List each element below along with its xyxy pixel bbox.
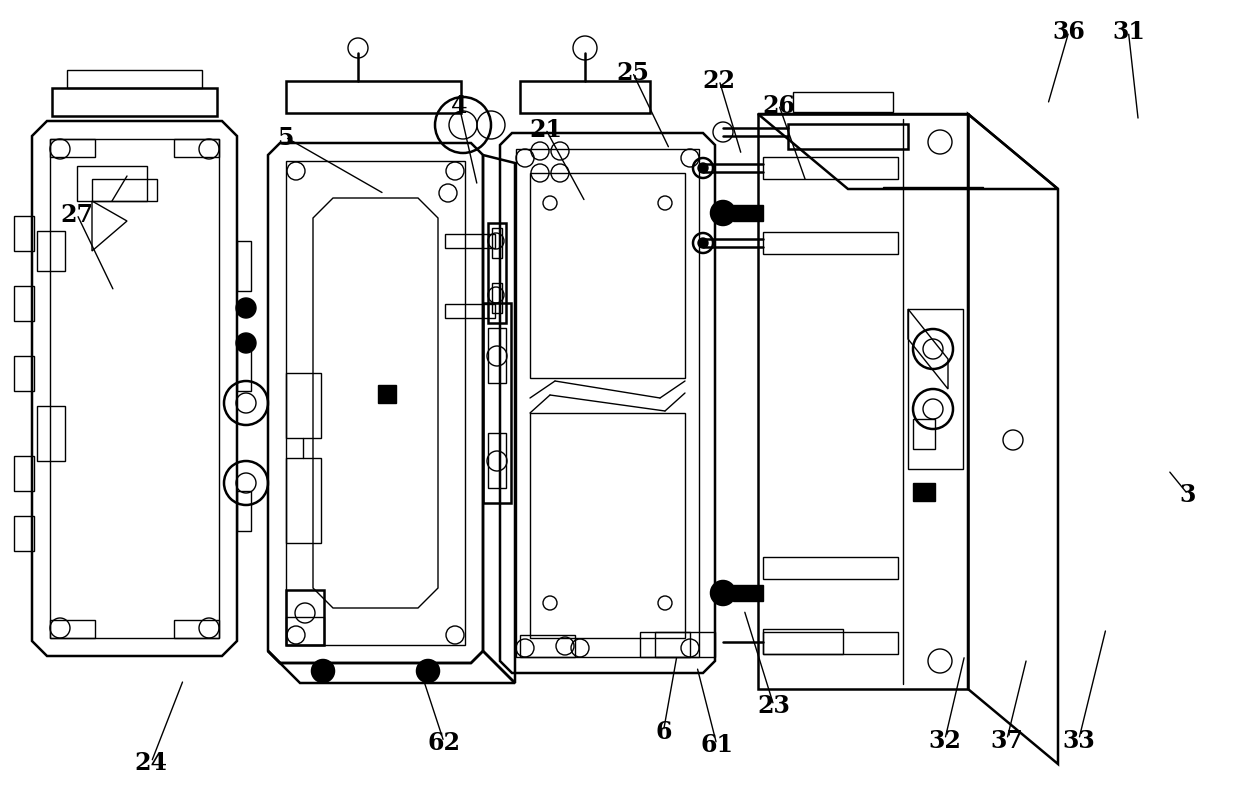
Text: 3: 3: [1179, 483, 1197, 507]
Bar: [908, 310, 963, 470]
Text: 25: 25: [616, 61, 649, 85]
Bar: [489, 328, 506, 384]
Bar: [14, 357, 33, 392]
Bar: [640, 633, 715, 657]
Bar: [529, 414, 684, 638]
Bar: [174, 139, 219, 158]
Bar: [286, 162, 465, 646]
Bar: [492, 229, 502, 259]
Bar: [758, 115, 968, 689]
Bar: [492, 284, 502, 314]
Text: 4: 4: [450, 93, 467, 118]
Bar: [14, 217, 33, 251]
Bar: [286, 82, 461, 114]
Bar: [484, 303, 511, 504]
Text: 22: 22: [703, 69, 735, 93]
Bar: [52, 89, 217, 117]
Text: 62: 62: [428, 730, 460, 754]
Text: 37: 37: [991, 727, 1023, 752]
Bar: [794, 93, 893, 113]
Circle shape: [698, 238, 708, 249]
Text: 26: 26: [763, 93, 795, 118]
Bar: [655, 633, 689, 657]
Bar: [14, 517, 33, 551]
Bar: [733, 206, 763, 221]
Text: 31: 31: [1112, 20, 1145, 45]
Bar: [77, 167, 148, 202]
Bar: [445, 305, 495, 319]
Bar: [733, 586, 763, 601]
Text: 32: 32: [929, 727, 961, 752]
Bar: [50, 620, 95, 638]
Bar: [174, 620, 219, 638]
Text: 33: 33: [1063, 727, 1095, 752]
Bar: [50, 139, 95, 158]
Bar: [489, 433, 506, 488]
Bar: [37, 406, 64, 461]
Circle shape: [711, 581, 735, 605]
Bar: [237, 491, 250, 531]
Bar: [489, 224, 506, 324]
Circle shape: [312, 660, 334, 682]
Bar: [286, 458, 321, 543]
Text: 23: 23: [758, 693, 790, 718]
Text: 27: 27: [61, 203, 93, 227]
Bar: [37, 232, 64, 272]
Text: 5: 5: [277, 126, 294, 150]
Bar: [14, 286, 33, 322]
Text: 36: 36: [1053, 20, 1085, 45]
Text: 61: 61: [701, 732, 733, 757]
Bar: [92, 180, 157, 202]
Bar: [286, 617, 324, 646]
Bar: [237, 242, 250, 292]
Bar: [516, 150, 699, 657]
Bar: [14, 457, 33, 491]
Bar: [520, 82, 650, 114]
Bar: [50, 139, 219, 638]
Bar: [445, 234, 495, 249]
Bar: [529, 174, 684, 379]
Circle shape: [236, 333, 255, 354]
Bar: [787, 125, 908, 150]
Text: 24: 24: [135, 750, 167, 775]
Bar: [378, 385, 396, 404]
Bar: [237, 341, 250, 392]
Text: 21: 21: [529, 118, 562, 142]
Circle shape: [417, 660, 439, 682]
Bar: [763, 557, 898, 579]
Bar: [763, 633, 898, 654]
Bar: [286, 374, 321, 439]
Text: 6: 6: [655, 719, 672, 744]
Circle shape: [698, 164, 708, 174]
Bar: [67, 71, 202, 89]
Bar: [913, 419, 935, 449]
Bar: [286, 590, 324, 646]
Circle shape: [236, 298, 255, 319]
Bar: [913, 483, 935, 501]
Bar: [763, 158, 898, 180]
Bar: [763, 629, 843, 654]
Bar: [520, 635, 575, 657]
Bar: [763, 233, 898, 255]
Circle shape: [711, 202, 735, 225]
